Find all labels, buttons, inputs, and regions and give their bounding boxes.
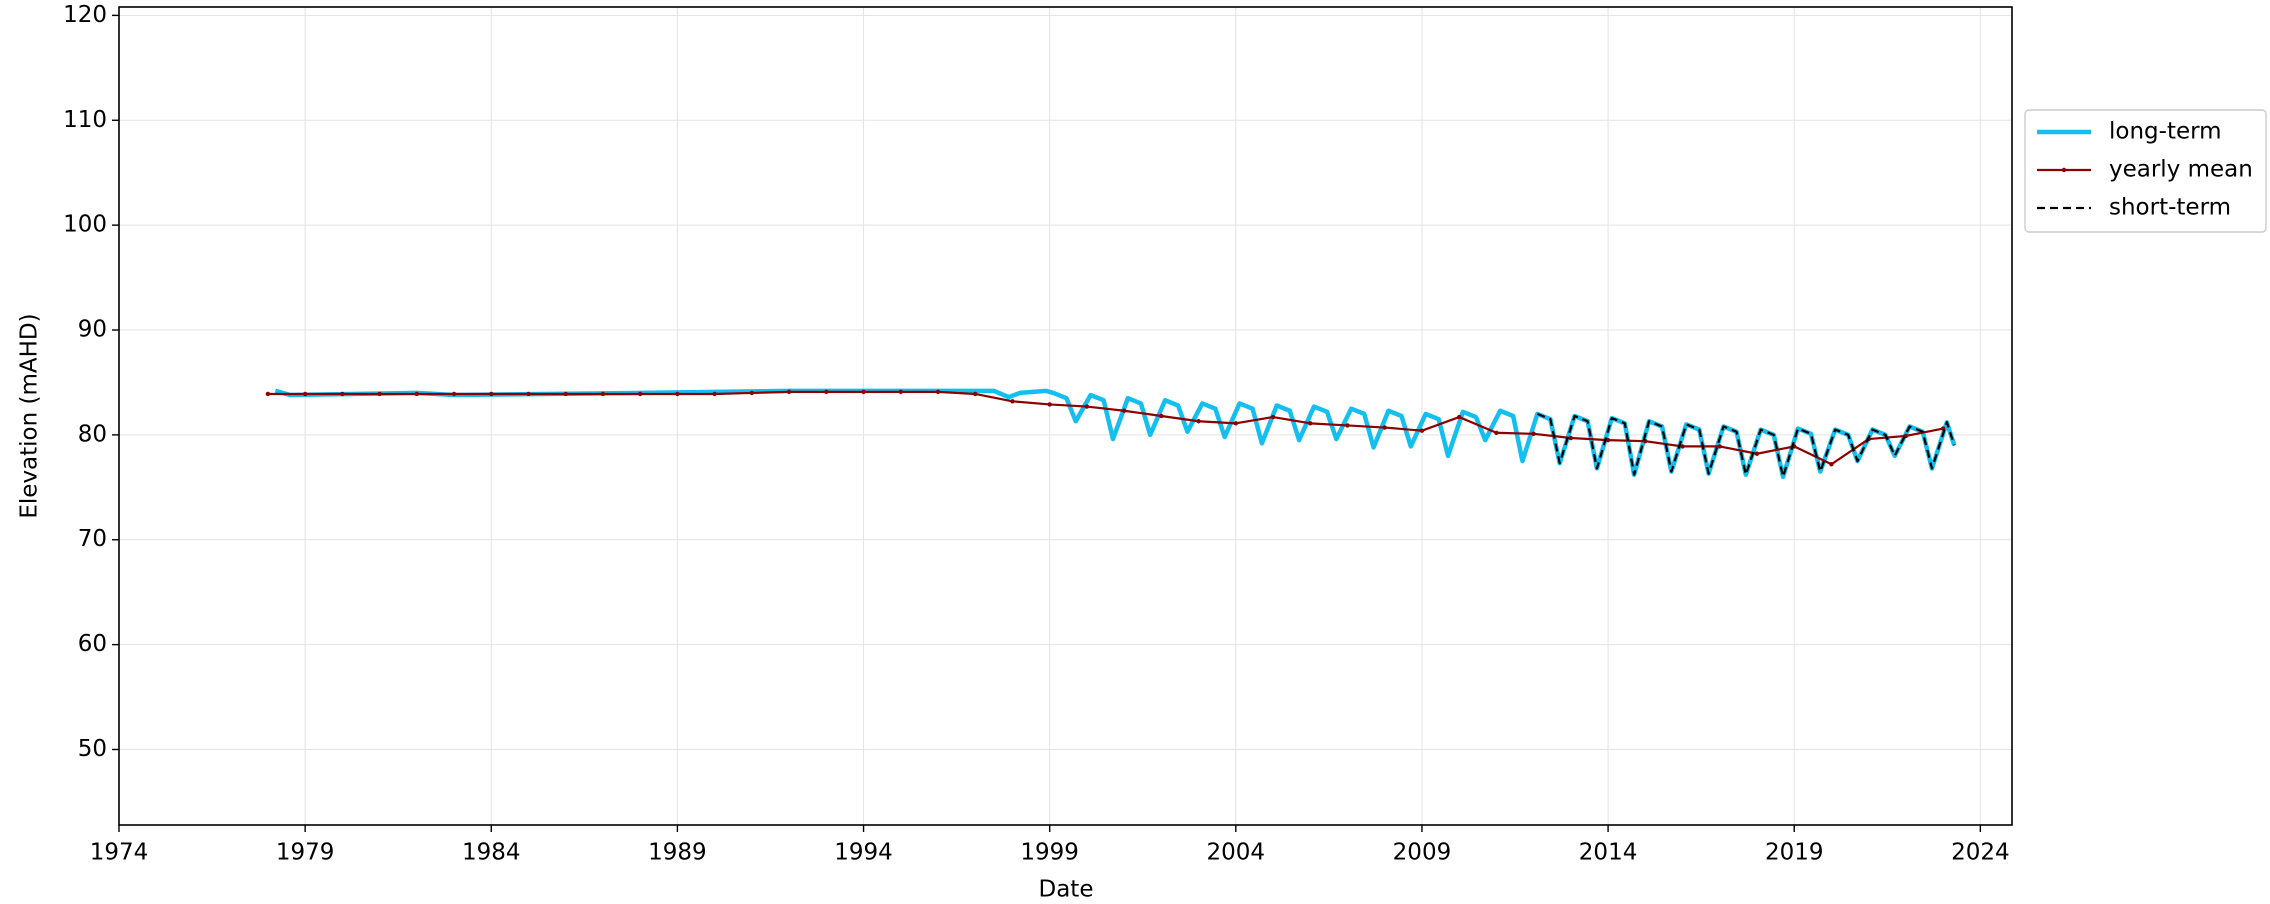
point: [265, 391, 271, 397]
legend-box: [2024, 109, 2267, 233]
y-tick-label: 110: [63, 107, 107, 133]
y-tick-label: 90: [78, 317, 107, 343]
point: [1754, 451, 1760, 456]
point: [377, 391, 382, 397]
point: [340, 391, 345, 397]
point: [973, 391, 978, 397]
x-tick-label: 1984: [462, 840, 521, 866]
point: [1270, 414, 1276, 420]
point: [786, 389, 792, 395]
x-tick-label: 2019: [1765, 840, 1824, 866]
point: [1717, 444, 1722, 449]
point: [712, 391, 717, 397]
point: [898, 389, 903, 395]
point: [1382, 425, 1387, 430]
y-tick-label: 60: [78, 631, 107, 657]
point: [451, 391, 457, 397]
y-tick-label: 50: [78, 736, 107, 762]
point: [1494, 430, 1499, 435]
x-tick-label: 1974: [90, 840, 149, 866]
x-tick-label: 2014: [1579, 840, 1638, 866]
point: [414, 391, 420, 397]
point: [489, 391, 494, 397]
point: [1456, 414, 1462, 420]
x-tick-label: 2009: [1393, 840, 1452, 866]
point: [600, 391, 606, 397]
x-tick-label: 1979: [276, 840, 335, 866]
x-axis-label: Date: [1039, 877, 1094, 903]
point: [861, 389, 866, 395]
point: [1121, 408, 1127, 413]
x-tick-label: 1994: [834, 840, 893, 866]
point: [749, 390, 755, 396]
point: [1419, 428, 1425, 433]
point: [675, 391, 680, 397]
point: [1010, 399, 1015, 404]
legend-label: yearly mean: [2109, 157, 2253, 183]
point: [1568, 435, 1574, 441]
point: [1233, 421, 1239, 426]
y-tick-label: 80: [78, 421, 107, 447]
legend-label: long-term: [2109, 119, 2222, 145]
legend-marker: [2061, 167, 2067, 173]
point: [637, 391, 643, 397]
point: [1047, 402, 1052, 407]
series-line: [274, 388, 1957, 480]
point: [302, 391, 308, 397]
point: [1196, 419, 1201, 424]
point: [1308, 421, 1313, 426]
x-tick-label: 2004: [1207, 840, 1266, 866]
point: [935, 389, 941, 395]
y-axis-label: Elevation (mAHD): [17, 313, 43, 518]
point: [1829, 462, 1834, 467]
plot-frame: [118, 6, 2013, 826]
x-tick-label: 1989: [648, 840, 707, 866]
legend-label: short-term: [2109, 195, 2231, 221]
point: [1345, 423, 1350, 428]
y-tick-label: 100: [63, 212, 107, 238]
point: [1680, 444, 1685, 449]
y-tick-label: 70: [78, 526, 107, 552]
point: [563, 391, 568, 397]
series-line: [267, 390, 1944, 466]
point: [1531, 431, 1536, 437]
point: [1159, 413, 1164, 419]
point: [526, 391, 531, 397]
point: [1605, 437, 1611, 443]
x-tick-label: 1999: [1020, 840, 1079, 866]
point: [1084, 404, 1090, 409]
y-tick-label: 120: [63, 2, 107, 28]
point: [824, 389, 829, 395]
x-tick-label: 2024: [1951, 840, 2010, 866]
